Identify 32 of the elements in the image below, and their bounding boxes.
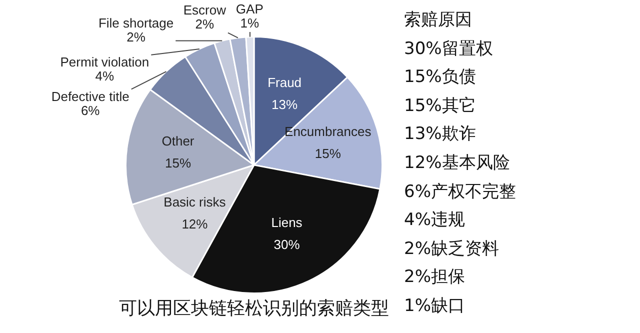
data-label: 2% <box>195 16 215 32</box>
slice-label: Basic risks <box>164 194 226 210</box>
data-label: 30% <box>274 237 300 252</box>
text: 12%基本风险 <box>404 152 511 175</box>
data-label: 12% <box>182 216 208 232</box>
slice-label: Escrow <box>183 2 227 18</box>
data-label: 4% <box>95 68 115 84</box>
text: 15%负债 <box>404 66 477 90</box>
slice-label: Encumbrances <box>284 124 372 140</box>
text: 13%欺诈 <box>404 123 477 146</box>
text: 15%其它 <box>404 94 477 118</box>
data-label: 1% <box>240 16 260 31</box>
slice-label: Defective title <box>51 88 130 104</box>
data-label: 6% <box>80 102 100 118</box>
slice-label: Liens <box>271 215 303 230</box>
text: 30%留置权 <box>404 38 494 61</box>
slice-label: Permit violation <box>60 54 150 70</box>
data-label: 15% <box>314 146 342 162</box>
text: 2%担保 <box>404 266 466 290</box>
slice-label: File shortage <box>98 16 174 31</box>
text: 索赔原因 <box>404 9 473 32</box>
text: 4%违规 <box>404 209 466 232</box>
data-label: 15% <box>164 156 192 171</box>
text: 6%产权不完整 <box>404 180 516 204</box>
text: 2%缺乏资料 <box>404 238 500 261</box>
data-label: 2% <box>126 30 146 45</box>
slice-label: Fraud <box>268 74 302 90</box>
data-label: 13% <box>272 96 298 112</box>
text: 可以用区块链轻松识别的索赔类型 <box>118 297 390 320</box>
slice-label: Other <box>162 134 195 149</box>
slice-label: GAP <box>236 2 264 17</box>
text: 1%缺口 <box>404 294 466 318</box>
